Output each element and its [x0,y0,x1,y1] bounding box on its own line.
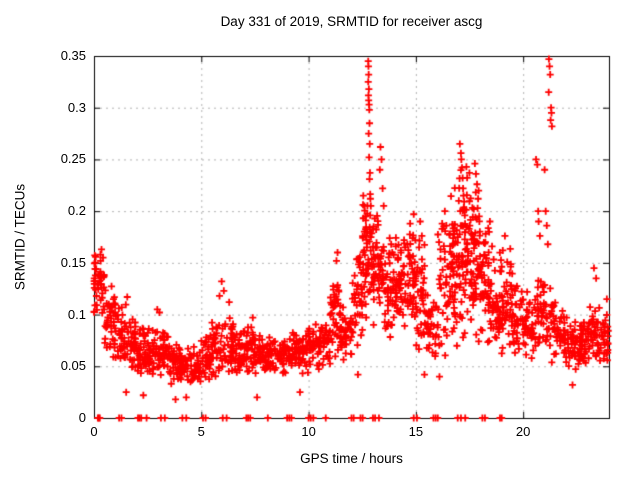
chart-title: Day 331 of 2019, SRMTID for receiver asc… [220,14,483,29]
y-tick-label: 0.25 [60,151,86,167]
x-tick-label: 15 [408,424,424,439]
x-tick-label: 20 [515,424,531,439]
y-tick-label: 0.35 [60,48,86,63]
x-tick-label: 10 [301,424,316,439]
y-axis-label: SRMTID / TECUs [12,183,28,291]
x-tick-label: 0 [90,424,98,439]
x-axis-label: GPS time / hours [300,451,403,466]
y-tick-label: 0.3 [67,99,86,115]
y-tick-label: 0.2 [67,203,86,219]
y-tick-label: 0.15 [60,254,86,270]
y-tick-label: 0.1 [67,306,86,322]
y-tick-label: 0.05 [60,358,86,374]
y-tick-label: 0 [78,410,86,425]
x-tick-label: 5 [197,424,205,439]
